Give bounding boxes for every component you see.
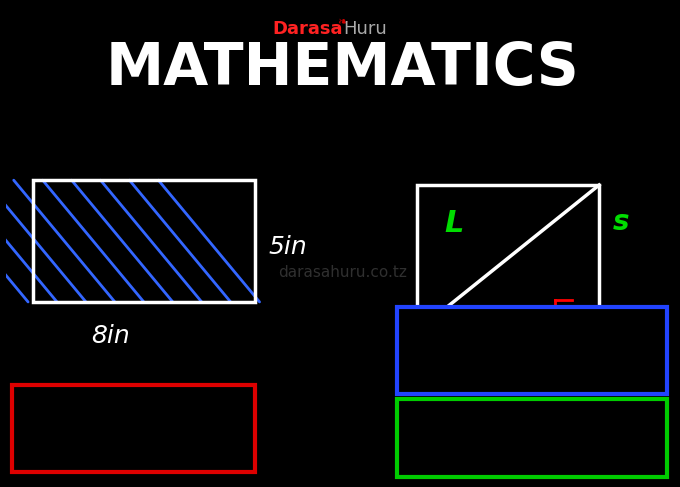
Text: P = 2L + 2W: P = 2L + 2W [28,414,239,443]
FancyBboxPatch shape [396,399,666,477]
Text: 5in: 5in [269,235,307,259]
Text: S: S [506,360,528,390]
Text: ❧: ❧ [337,16,348,28]
Bar [417,185,599,331]
Text: $A = \frac{1}{2}L^2$: $A = \frac{1}{2}L^2$ [477,328,587,374]
Text: Huru: Huru [343,20,386,38]
Text: $P = 2\sqrt{2}\, L$: $P = 2\sqrt{2}\, L$ [461,420,602,456]
Bar [33,180,255,302]
FancyBboxPatch shape [12,385,255,472]
Text: darasahuru.co.tz: darasahuru.co.tz [278,265,407,280]
Text: s: s [613,207,629,236]
Text: Darasa: Darasa [272,20,343,38]
FancyBboxPatch shape [396,307,666,394]
Text: 8in: 8in [91,324,130,348]
Text: L: L [444,209,463,239]
Text: MATHEMATICS: MATHEMATICS [106,39,579,97]
